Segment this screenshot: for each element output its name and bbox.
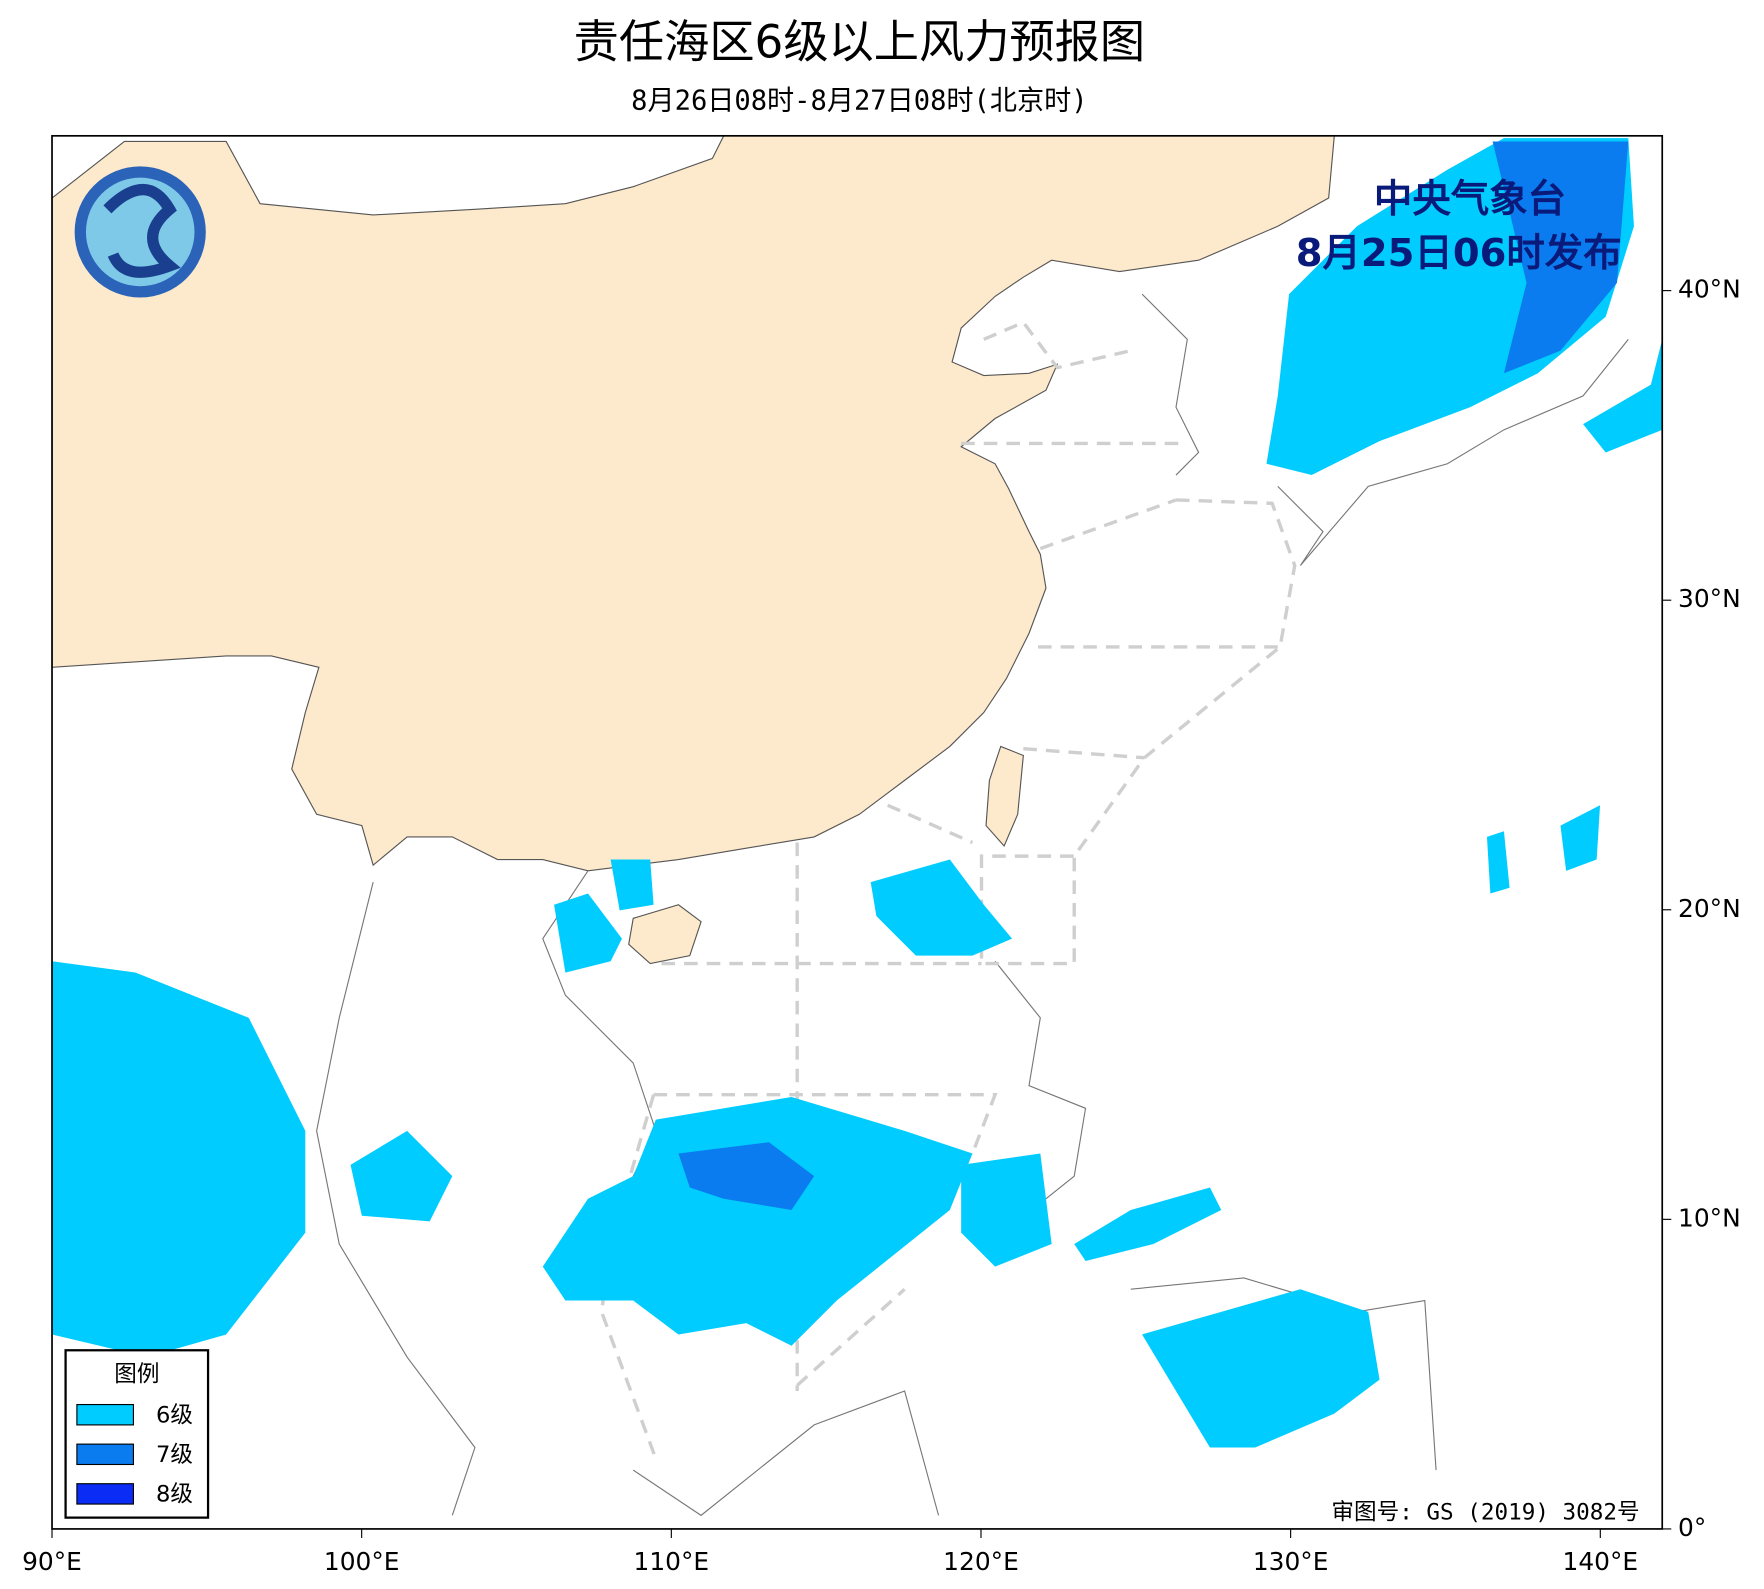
wind-areas (52, 138, 1663, 1448)
legend-item: 6级 (156, 1402, 193, 1428)
legend-swatch (76, 1483, 134, 1505)
map-title: 责任海区6级以上风力预报图 (574, 15, 1145, 68)
issuer: 中央气象台 (1374, 177, 1566, 222)
legend: 图例 6级 7级 8级 (64, 1349, 210, 1519)
x-tick-label: 120°E (943, 1547, 1019, 1576)
x-tick-label: 130°E (1253, 1547, 1329, 1576)
legend-item: 7级 (156, 1442, 193, 1468)
issue-time: 8月25日06时发布 (1296, 231, 1622, 276)
x-tick-label: 110°E (634, 1547, 710, 1576)
review-number: 审图号: GS (2019) 3082号 (1331, 1500, 1639, 1526)
legend-swatch (76, 1443, 134, 1466)
y-tick-label: 20°N (1678, 894, 1741, 923)
y-tick-label: 30°N (1678, 584, 1741, 613)
x-tick-label: 90°E (22, 1547, 82, 1576)
legend-title: 图例 (114, 1362, 159, 1388)
legend-item: 8级 (156, 1482, 193, 1508)
x-tick-label: 140°E (1563, 1547, 1639, 1576)
y-tick-label: 0° (1678, 1513, 1706, 1542)
y-tick-label: 40°N (1678, 275, 1741, 304)
map-area: 中央气象台 8月25日06时发布 审图号: GS (2019) 3082号 图例… (51, 134, 1664, 1530)
logo (74, 166, 206, 298)
hainan (628, 904, 702, 965)
y-tick-label: 10°N (1678, 1203, 1741, 1232)
legend-swatch (76, 1403, 134, 1426)
x-tick-label: 100°E (324, 1547, 400, 1576)
map-subtitle: 8月26日08时-8月27日08时(北京时) (631, 85, 1087, 116)
taiwan (985, 745, 1024, 847)
